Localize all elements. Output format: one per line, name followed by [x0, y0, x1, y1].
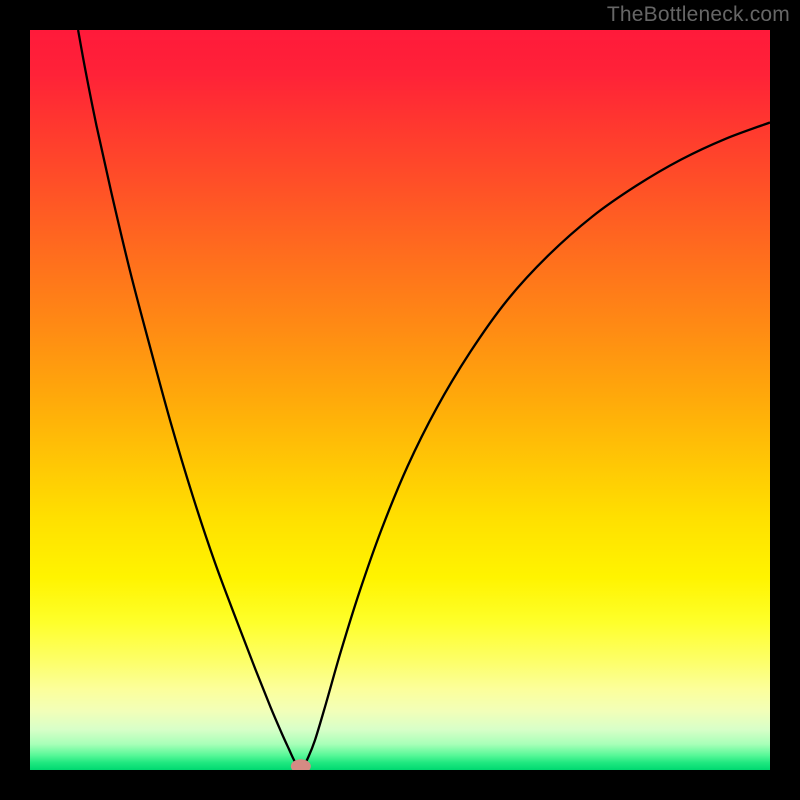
watermark-text: TheBottleneck.com	[607, 3, 790, 27]
chart-curve-layer	[30, 30, 770, 770]
chart-plot-area	[30, 30, 770, 770]
bottleneck-curve	[78, 30, 770, 767]
